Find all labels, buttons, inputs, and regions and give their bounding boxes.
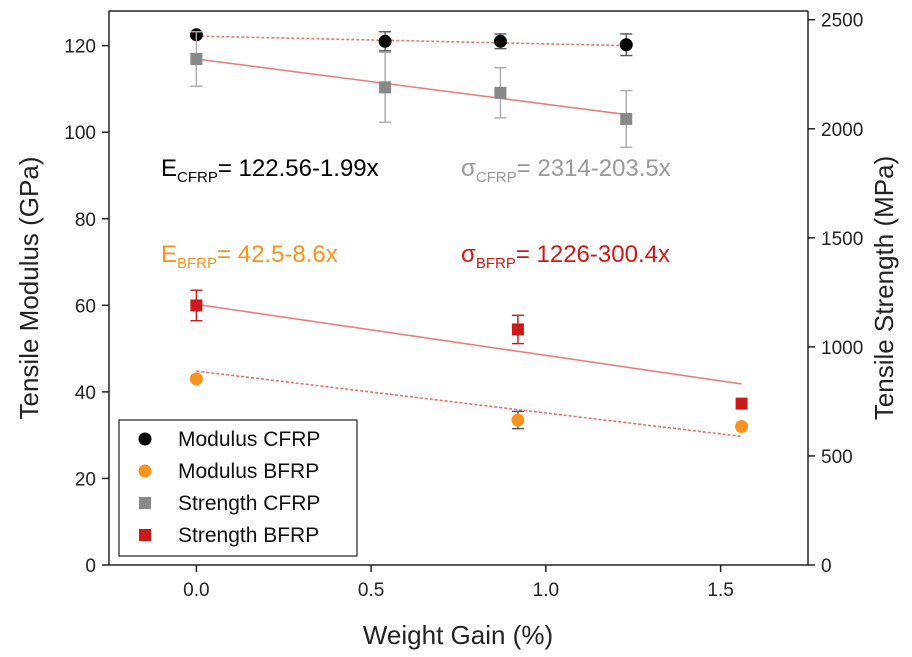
equation-sigma-bfrp-main: σ	[461, 241, 476, 268]
data-marks	[189, 28, 749, 433]
legend-marker-strength-cfrp	[139, 497, 151, 509]
y-axis-title-right: Tensile Strength (MPa)	[869, 156, 899, 420]
equation-e-cfrp-rest: = 122.56-1.99x	[218, 155, 379, 182]
point-modulus-bfrp	[735, 420, 749, 433]
equation-e-bfrp: EBFRP= 42.5-8.6x	[161, 241, 338, 272]
equation-sigma-bfrp-sub: BFRP	[476, 255, 516, 272]
point-strength-cfrp	[190, 52, 203, 65]
y-ticks-right: 0 500 1000 1500 2000 2500	[808, 11, 863, 577]
equation-sigma-bfrp: σBFRP= 1226-300.4x	[461, 241, 670, 272]
y-tick-label-left: 120	[64, 37, 96, 58]
y-tick-label-right: 1000	[821, 338, 863, 359]
equation-e-cfrp-main: E	[161, 155, 177, 182]
equation-sigma-cfrp-main: σ	[461, 155, 476, 182]
y-tick-label-right: 0	[821, 556, 832, 577]
point-modulus-bfrp	[189, 372, 203, 386]
x-ticks: 0.0 0.5 1.0 1.5	[183, 565, 734, 601]
point-strength-cfrp	[379, 81, 392, 94]
y-tick-label-right: 1500	[821, 229, 863, 250]
equation-sigma-cfrp-sub: CFRP	[476, 169, 517, 186]
equation-sigma-bfrp-rest: = 1226-300.4x	[516, 241, 670, 268]
x-tick-label: 0.0	[183, 580, 209, 601]
x-tick-label: 1.0	[533, 580, 559, 601]
point-strength-cfrp	[620, 112, 633, 125]
legend-marker-modulus-bfrp	[138, 464, 152, 478]
equation-e-bfrp-main: E	[161, 241, 177, 268]
x-axis-title: Weight Gain (%)	[363, 620, 553, 650]
y-tick-label-left: 20	[75, 469, 96, 490]
fit-line-modulus-cfrp	[196, 35, 627, 47]
equation-e-cfrp-sub: CFRP	[177, 169, 218, 186]
point-strength-bfrp	[511, 323, 524, 336]
fit-line-modulus-bfrp	[196, 370, 742, 438]
point-modulus-cfrp	[378, 34, 392, 48]
y-tick-label-left: 100	[64, 123, 96, 144]
legend-box	[118, 419, 358, 557]
legend: Modulus CFRP Modulus BFRP Strength CFRP …	[118, 419, 358, 557]
fit-lines	[196, 35, 742, 438]
legend-label-strength-bfrp: Strength BFRP	[178, 524, 319, 547]
y-tick-label-left: 80	[75, 210, 96, 231]
y-axis-title-left: Tensile Modulus (GPa)	[14, 157, 44, 420]
fit-line-strength-cfrp	[196, 58, 627, 116]
legend-label-modulus-bfrp: Modulus BFRP	[178, 460, 319, 483]
legend-marker-modulus-cfrp	[138, 432, 152, 446]
equation-e-bfrp-rest: = 42.5-8.6x	[217, 241, 338, 268]
equation-sigma-cfrp: σCFRP= 2314-203.5x	[461, 155, 671, 186]
equation-e-cfrp: ECFRP= 122.56-1.99x	[161, 155, 379, 186]
point-modulus-cfrp	[493, 34, 507, 48]
point-modulus-cfrp	[619, 38, 633, 52]
y-tick-label-left: 40	[75, 383, 96, 404]
fit-line-strength-bfrp	[196, 303, 742, 385]
point-strength-bfrp	[735, 397, 748, 410]
plot-frame	[108, 10, 809, 566]
equation-sigma-cfrp-rest: = 2314-203.5x	[517, 155, 671, 182]
legend-label-modulus-cfrp: Modulus CFRP	[178, 428, 320, 451]
x-tick-label: 0.5	[358, 580, 384, 601]
y-ticks-left: 0 20 40 60 80 100 120	[64, 37, 109, 577]
equation-e-bfrp-sub: BFRP	[177, 255, 217, 272]
y-tick-label-right: 500	[821, 447, 853, 468]
point-modulus-bfrp	[511, 413, 525, 427]
y-tick-label-left: 0	[85, 556, 96, 577]
point-strength-cfrp	[494, 86, 507, 99]
point-strength-bfrp	[190, 299, 203, 312]
y-tick-label-right: 2000	[821, 120, 863, 141]
legend-marker-strength-bfrp	[139, 529, 151, 541]
y-tick-label-left: 60	[75, 296, 96, 317]
x-tick-label: 1.5	[707, 580, 733, 601]
legend-label-strength-cfrp: Strength CFRP	[178, 492, 320, 515]
y-tick-label-right: 2500	[821, 11, 863, 32]
equation-annotations: ECFRP= 122.56-1.99x σCFRP= 2314-203.5x E…	[161, 155, 671, 272]
